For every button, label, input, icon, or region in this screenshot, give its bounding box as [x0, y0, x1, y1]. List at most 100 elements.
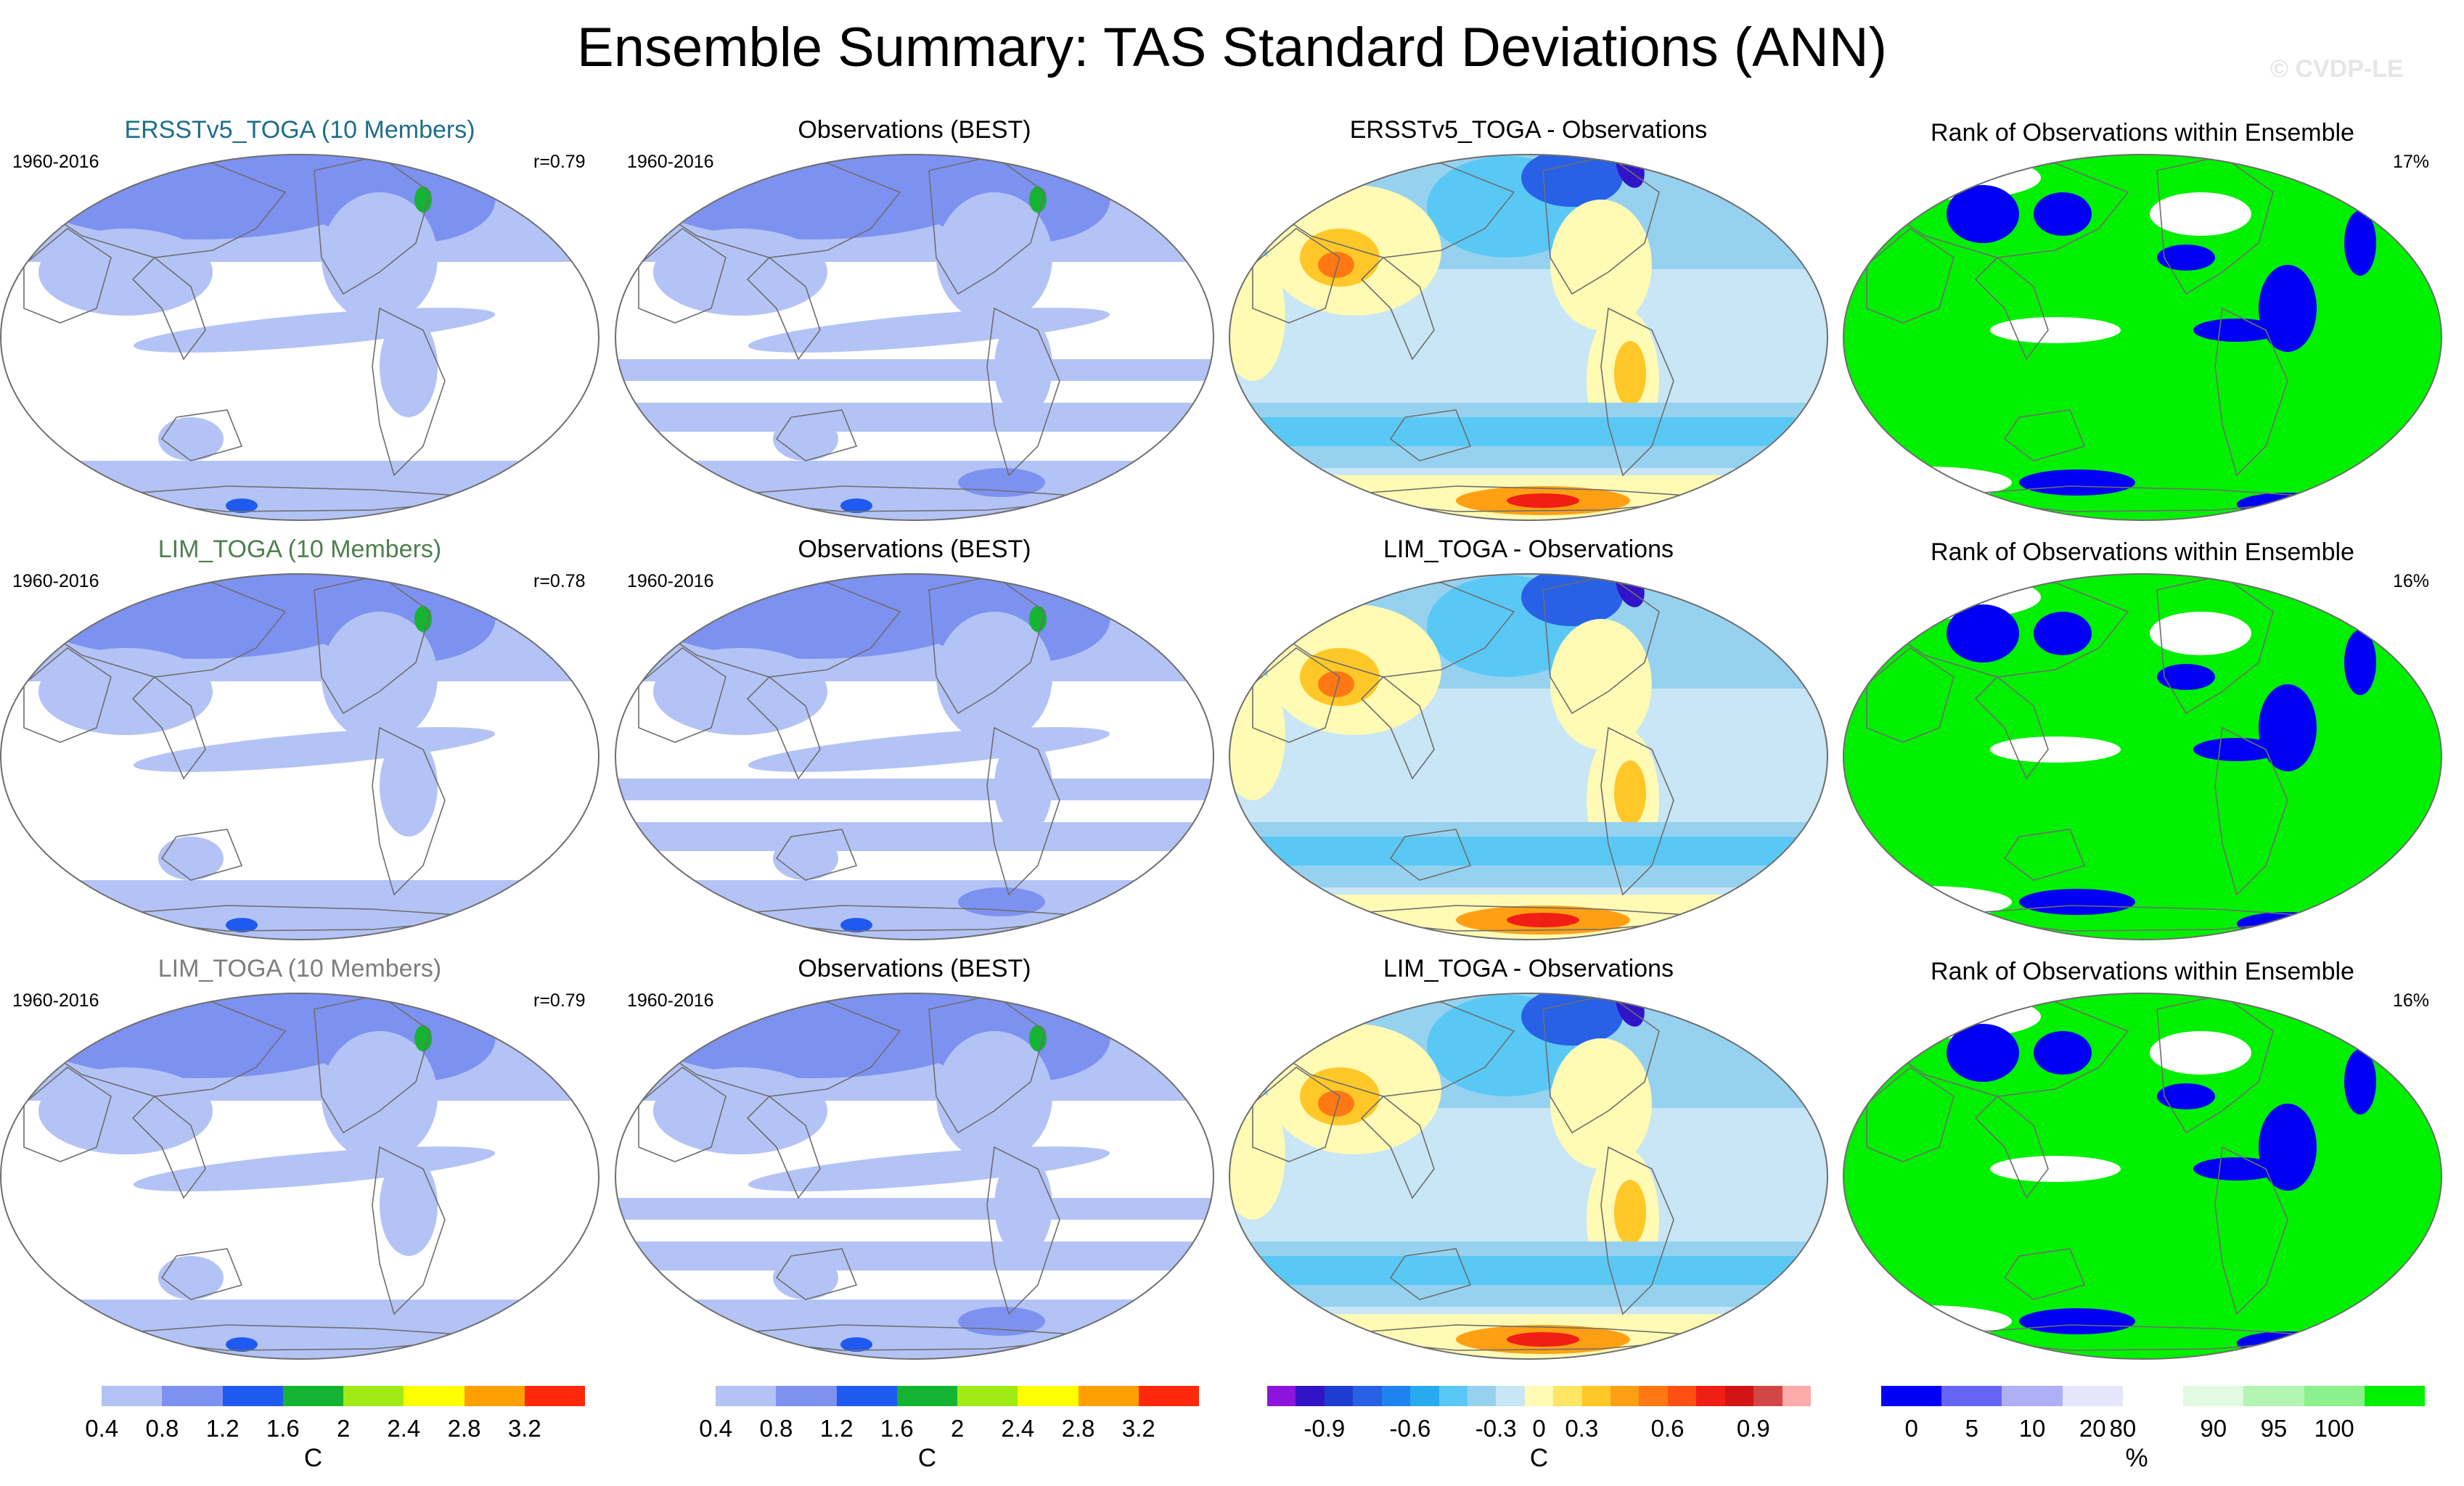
siberia-peak-core: [79, 1008, 99, 1018]
namerica-warm: [1550, 200, 1652, 330]
coastline-2: [160, 1248, 243, 1300]
rank-blue-atlantic: [2259, 265, 2317, 352]
coastline-2: [160, 409, 243, 461]
rank-blue-asia: [1947, 185, 2019, 243]
coastline-1: [746, 1095, 821, 1199]
rank-field: [1843, 155, 2442, 520]
coastline-1: [1360, 1095, 1435, 1199]
colorbar-swatch: [1724, 1386, 1754, 1406]
coastline-4: [1600, 1146, 1674, 1315]
rank-blue-east-edge: [2344, 630, 2376, 695]
diff-panel-title: ERSSTv5_TOGA - Observations: [1349, 116, 1708, 144]
coastline-1: [1974, 676, 2049, 780]
coastline-2: [775, 1248, 858, 1300]
colorbar-swatch: [1941, 1386, 2002, 1406]
colorbar-swatch: [2364, 1386, 2425, 1406]
map-border: [615, 154, 1214, 521]
period-label: 1960-2016: [12, 152, 99, 172]
siberia-peak-core: [694, 588, 714, 599]
obs-map: [615, 573, 1214, 940]
south-band-2: [1229, 417, 1827, 446]
colorbar-tick-label: 5: [1965, 1415, 1979, 1442]
colorbar-swatch: [1467, 1386, 1497, 1406]
siberia-cool: [1253, 578, 1325, 595]
diff-map: [1229, 154, 1828, 521]
coastline-5: [1252, 228, 1341, 324]
watermark: © CVDP-LE: [2270, 55, 2404, 83]
model-map: [0, 573, 599, 940]
colorbar-tick-label: -0.3: [1475, 1415, 1517, 1442]
model-map: [0, 993, 599, 1360]
canada-peak: [414, 186, 432, 213]
colorbar-swatch: [2122, 1386, 2184, 1406]
colorbar-swatch: [1639, 1386, 1668, 1406]
antarctica-peak: [1507, 1332, 1579, 1347]
page-title: Ensemble Summary: TAS Standard Deviation…: [577, 17, 1887, 78]
colorbar-swatch: [1138, 1386, 1199, 1406]
map-border: [1229, 993, 1828, 1360]
diff-field: [1229, 993, 1827, 1359]
north-america-band: [936, 612, 1052, 742]
siberia-peak-core: [694, 169, 714, 179]
north-america-band: [936, 1031, 1052, 1162]
arctic-cool: [1521, 155, 1623, 207]
antarctic-peak: [840, 918, 872, 932]
rank-panel-title: Rank of Observations within Ensemble: [1931, 958, 2354, 985]
colorbar-tick-label: 0.6: [1650, 1415, 1685, 1442]
rank-white-na: [2150, 612, 2251, 655]
period-label: 1960-2016: [627, 990, 714, 1011]
rank-blue-east: [2034, 612, 2092, 655]
canada-peak: [1029, 1025, 1047, 1051]
rank-blue-atlantic: [2259, 1104, 2317, 1191]
colorbar-swatch: [524, 1386, 585, 1406]
colorbar-tick-label: 1.2: [819, 1415, 854, 1442]
australia-band: [158, 417, 224, 461]
namerica-warm: [1550, 619, 1652, 750]
coastline-5: [23, 1067, 112, 1162]
rank-white-tropics: [1990, 736, 2121, 763]
europe-band: [38, 1067, 213, 1154]
coastline-2: [160, 829, 243, 881]
extra-band: [615, 359, 1213, 381]
rank-blue-atlantic: [2259, 684, 2317, 771]
rank-white-tropics: [1990, 1156, 2121, 1182]
coastline-5: [23, 228, 112, 324]
rank-map: [1843, 993, 2442, 1360]
arctic-cool: [1521, 574, 1623, 626]
siberia-peak-core: [694, 1008, 714, 1018]
rank-panel-title: Rank of Observations within Ensemble: [1931, 538, 2354, 566]
colorbar-swatch: [1524, 1386, 1554, 1406]
model-field: [1, 993, 599, 1359]
rank-blue-south-east: [2237, 1331, 2338, 1355]
colorbar-swatch: [1353, 1386, 1382, 1406]
diff-map: [1229, 573, 1828, 940]
colorbar-swatch: [404, 1386, 464, 1406]
colorbar-tick-label: 20: [2079, 1415, 2106, 1442]
europe-band: [38, 229, 213, 316]
map-border: [1843, 154, 2442, 521]
colorbar-tick-label: 1.6: [880, 1415, 914, 1442]
antarctic-peak: [226, 498, 258, 513]
south-band-2: [1229, 1256, 1827, 1285]
canada-peak: [1029, 186, 1047, 213]
rank-panel-title: Rank of Observations within Ensemble: [1931, 119, 2354, 147]
map-border: [0, 154, 599, 521]
coastline-2: [1389, 829, 1472, 881]
antarctic-peak: [840, 498, 872, 513]
coastline-4: [986, 307, 1060, 477]
coastline-1: [131, 1095, 206, 1199]
south-america-band: [380, 1154, 438, 1256]
rank-blue-south: [2019, 469, 2135, 496]
diff-field: [1229, 155, 1827, 520]
colorbar-swatch: [1667, 1386, 1697, 1406]
rank-white-north: [1867, 995, 2041, 1038]
siberia-cool: [1253, 158, 1325, 176]
colorbar-swatch: [2243, 1386, 2304, 1406]
south-band-2: [1229, 837, 1827, 866]
rank-blue-south: [2019, 889, 2135, 915]
rank-percent-label: 16%: [2393, 990, 2430, 1011]
obs-panel-title: Observations (BEST): [798, 116, 1031, 144]
colorbar-tick-label: 0.4: [699, 1415, 733, 1442]
coastline-4: [2214, 726, 2288, 896]
europe-band: [653, 1067, 827, 1154]
